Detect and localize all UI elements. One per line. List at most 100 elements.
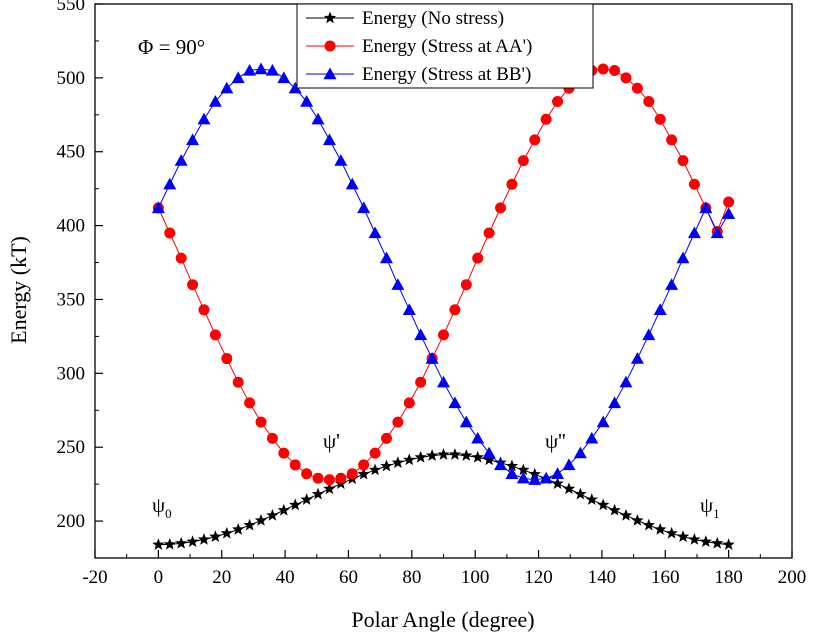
data-point [334, 154, 348, 166]
x-axis-title: Polar Angle (degree) [351, 607, 534, 632]
x-tick-label: 180 [714, 567, 743, 588]
data-point [186, 133, 200, 146]
x-tick-label: 120 [524, 567, 553, 588]
data-point [676, 251, 690, 264]
data-point [244, 397, 256, 409]
legend-label: Energy (Stress at BB') [362, 64, 531, 85]
data-point [552, 96, 564, 108]
data-point [687, 226, 701, 239]
data-point [495, 202, 507, 214]
data-point [699, 535, 713, 548]
data-point [232, 376, 244, 388]
data-point [277, 71, 291, 84]
y-tick-label: 350 [57, 289, 86, 310]
data-point [254, 62, 268, 75]
x-tick-label: 200 [778, 567, 807, 588]
data-point [243, 518, 256, 531]
x-tick-label: 140 [588, 567, 617, 588]
data-point [174, 154, 188, 166]
data-point [231, 71, 245, 84]
data-point [151, 201, 165, 214]
data-point [174, 536, 188, 549]
data-point [152, 538, 165, 550]
data-point [710, 226, 724, 239]
data-point [312, 472, 324, 484]
x-axis-ticks: -20 0 20 40 60 80 100 120 140 160 180 200 [82, 550, 806, 588]
data-point [597, 63, 609, 75]
data-point [654, 113, 666, 125]
y-tick-label: 450 [57, 142, 86, 163]
data-point [358, 459, 370, 471]
data-point [163, 537, 176, 550]
data-point [448, 396, 462, 409]
legend-label: Energy (No stress) [362, 8, 504, 29]
data-point [528, 473, 542, 485]
legend-marker [324, 40, 336, 52]
x-tick-label: 160 [651, 567, 680, 588]
data-point [449, 304, 461, 316]
data-point [403, 397, 415, 409]
data-point [643, 96, 655, 108]
data-point [517, 463, 530, 476]
data-point [391, 456, 405, 468]
legend-item: Energy (Stress at BB') [306, 64, 531, 85]
legend-marker [323, 11, 337, 24]
data-point [300, 493, 313, 505]
data-point [380, 459, 393, 472]
data-point [164, 227, 176, 239]
data-point [368, 463, 382, 476]
y-tick-label: 550 [57, 0, 86, 15]
data-point [301, 468, 313, 480]
data-point [494, 458, 508, 471]
y-axis-ticks: 200 250 300 350 400 450 500 550 [57, 0, 103, 559]
data-point [197, 112, 211, 125]
data-point [516, 471, 530, 484]
data-point [448, 448, 462, 460]
y-tick-label: 200 [57, 511, 86, 532]
data-point [619, 508, 633, 521]
y-axis-title: Energy (kT) [6, 236, 31, 344]
data-point [631, 513, 644, 526]
legend: Energy (No stress) Energy (Stress at AA')… [296, 3, 594, 89]
data-point [609, 64, 621, 76]
data-point [335, 472, 347, 484]
data-point [665, 278, 679, 290]
data-point [266, 508, 279, 521]
data-point [631, 82, 643, 94]
phi-annotation: Φ = 90° [138, 35, 205, 59]
data-point [243, 63, 257, 76]
data-point [209, 530, 222, 542]
data-point [255, 416, 267, 428]
data-point [323, 482, 336, 495]
data-point [585, 493, 598, 505]
data-point [437, 375, 450, 388]
data-point [653, 303, 667, 316]
data-point [482, 453, 496, 466]
data-point [208, 95, 222, 107]
series-line [157, 68, 730, 481]
data-point [688, 178, 700, 190]
data-point [551, 467, 565, 479]
y-tick-label: 250 [57, 437, 86, 458]
legend-label: Energy (Stress at AA') [362, 36, 532, 57]
data-point [265, 63, 279, 76]
data-point [596, 415, 610, 428]
series-1 [152, 448, 735, 550]
data-point [425, 352, 439, 364]
data-point [187, 279, 199, 291]
data-point [642, 328, 656, 341]
data-point [666, 134, 678, 146]
x-tick-label: 20 [212, 567, 231, 588]
data-point [608, 503, 621, 516]
data-point [630, 352, 644, 364]
x-tick-label: 40 [276, 567, 295, 588]
psi-double-prime-annotation: ψ'' [545, 429, 566, 453]
data-point [311, 112, 325, 125]
data-point [471, 450, 484, 463]
data-point [175, 252, 187, 264]
data-point [585, 431, 599, 444]
data-point [539, 471, 553, 484]
data-point [322, 133, 336, 146]
data-point [357, 201, 371, 214]
data-point [311, 487, 325, 500]
